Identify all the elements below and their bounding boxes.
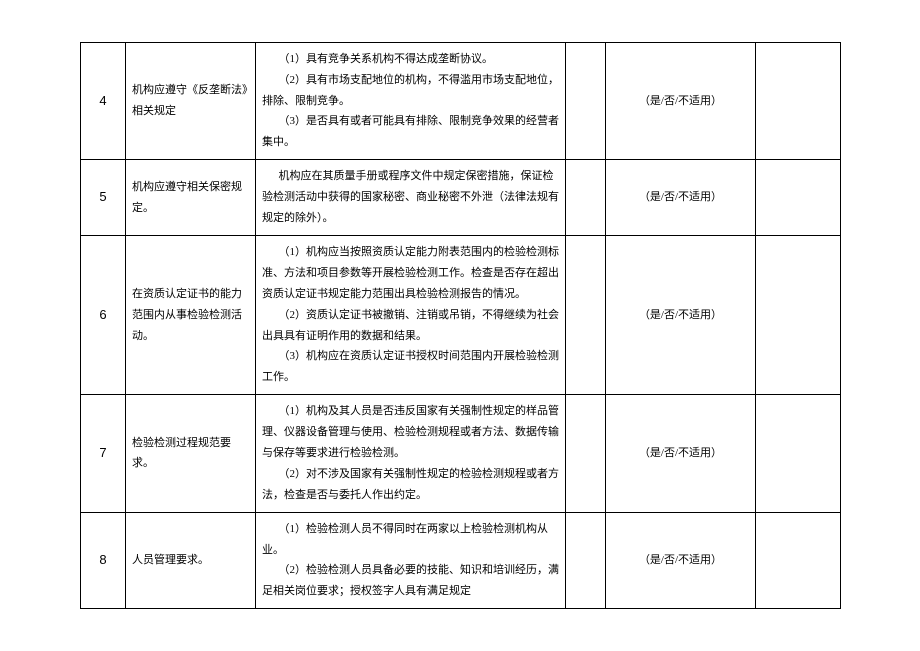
detail-line: （2）对不涉及国家有关强制性规定的检验检测规程或者方法，检查是否与委托人作出约定… — [262, 464, 559, 506]
remark-cell — [756, 42, 841, 159]
row-number: 4 — [81, 42, 126, 159]
remark-cell — [756, 512, 841, 609]
document-page: 4机构应遵守《反垄断法》相关规定（1）具有竞争关系机构不得达成垄断协议。（2）具… — [80, 42, 840, 609]
detail-line: （1）具有竞争关系机构不得达成垄断协议。 — [262, 49, 559, 70]
table-row: 8人员管理要求。（1）检验检测人员不得同时在两家以上检验检测机构从业。（2）检验… — [81, 512, 841, 609]
row-number: 6 — [81, 235, 126, 394]
table-row: 5机构应遵守相关保密规定。机构应在其质量手册或程序文件中规定保密措施，保证检验检… — [81, 160, 841, 236]
spacer-cell — [566, 512, 606, 609]
detail-cell: 机构应在其质量手册或程序文件中规定保密措施，保证检验检测活动中获得的国家秘密、商… — [256, 160, 566, 236]
requirement-cell: 人员管理要求。 — [126, 512, 256, 609]
detail-line: （3）机构应在资质认定证书授权时间范围内开展检验检测工作。 — [262, 346, 559, 388]
detail-cell: （1）检验检测人员不得同时在两家以上检验检测机构从业。（2）检验检测人员具备必要… — [256, 512, 566, 609]
options-cell: （是/否/不适用） — [606, 395, 756, 512]
detail-cell: （1）具有竞争关系机构不得达成垄断协议。（2）具有市场支配地位的机构，不得滥用市… — [256, 42, 566, 159]
requirement-cell: 检验检测过程规范要求。 — [126, 395, 256, 512]
table-row: 7检验检测过程规范要求。（1）机构及其人员是否违反国家有关强制性规定的样品管理、… — [81, 395, 841, 512]
requirement-cell: 机构应遵守《反垄断法》相关规定 — [126, 42, 256, 159]
detail-line: （2）具有市场支配地位的机构，不得滥用市场支配地位，排除、限制竞争。 — [262, 70, 559, 112]
options-cell: （是/否/不适用） — [606, 235, 756, 394]
row-number: 8 — [81, 512, 126, 609]
row-number: 5 — [81, 160, 126, 236]
table-row: 6在资质认定证书的能力范围内从事检验检测活动。（1）机构应当按照资质认定能力附表… — [81, 235, 841, 394]
detail-cell: （1）机构及其人员是否违反国家有关强制性规定的样品管理、仪器设备管理与使用、检验… — [256, 395, 566, 512]
remark-cell — [756, 160, 841, 236]
remark-cell — [756, 235, 841, 394]
detail-line: （2）检验检测人员具备必要的技能、知识和培训经历，满足相关岗位要求；授权签字人具… — [262, 560, 559, 602]
options-cell: （是/否/不适用） — [606, 160, 756, 236]
spacer-cell — [566, 235, 606, 394]
detail-line: 机构应在其质量手册或程序文件中规定保密措施，保证检验检测活动中获得的国家秘密、商… — [262, 166, 559, 229]
spacer-cell — [566, 42, 606, 159]
spacer-cell — [566, 395, 606, 512]
detail-line: （1）机构应当按照资质认定能力附表范围内的检验检测标准、方法和项目参数等开展检验… — [262, 242, 559, 305]
detail-line: （2）资质认定证书被撤销、注销或吊销，不得继续为社会出具具有证明作用的数据和结果… — [262, 305, 559, 347]
options-cell: （是/否/不适用） — [606, 42, 756, 159]
requirements-table: 4机构应遵守《反垄断法》相关规定（1）具有竞争关系机构不得达成垄断协议。（2）具… — [80, 42, 841, 609]
detail-line: （1）机构及其人员是否违反国家有关强制性规定的样品管理、仪器设备管理与使用、检验… — [262, 401, 559, 464]
row-number: 7 — [81, 395, 126, 512]
remark-cell — [756, 395, 841, 512]
table-row: 4机构应遵守《反垄断法》相关规定（1）具有竞争关系机构不得达成垄断协议。（2）具… — [81, 42, 841, 159]
detail-line: （3）是否具有或者可能具有排除、限制竞争效果的经营者集中。 — [262, 111, 559, 153]
detail-cell: （1）机构应当按照资质认定能力附表范围内的检验检测标准、方法和项目参数等开展检验… — [256, 235, 566, 394]
detail-line: （1）检验检测人员不得同时在两家以上检验检测机构从业。 — [262, 519, 559, 561]
spacer-cell — [566, 160, 606, 236]
options-cell: （是/否/不适用） — [606, 512, 756, 609]
requirement-cell: 机构应遵守相关保密规定。 — [126, 160, 256, 236]
requirement-cell: 在资质认定证书的能力范围内从事检验检测活动。 — [126, 235, 256, 394]
